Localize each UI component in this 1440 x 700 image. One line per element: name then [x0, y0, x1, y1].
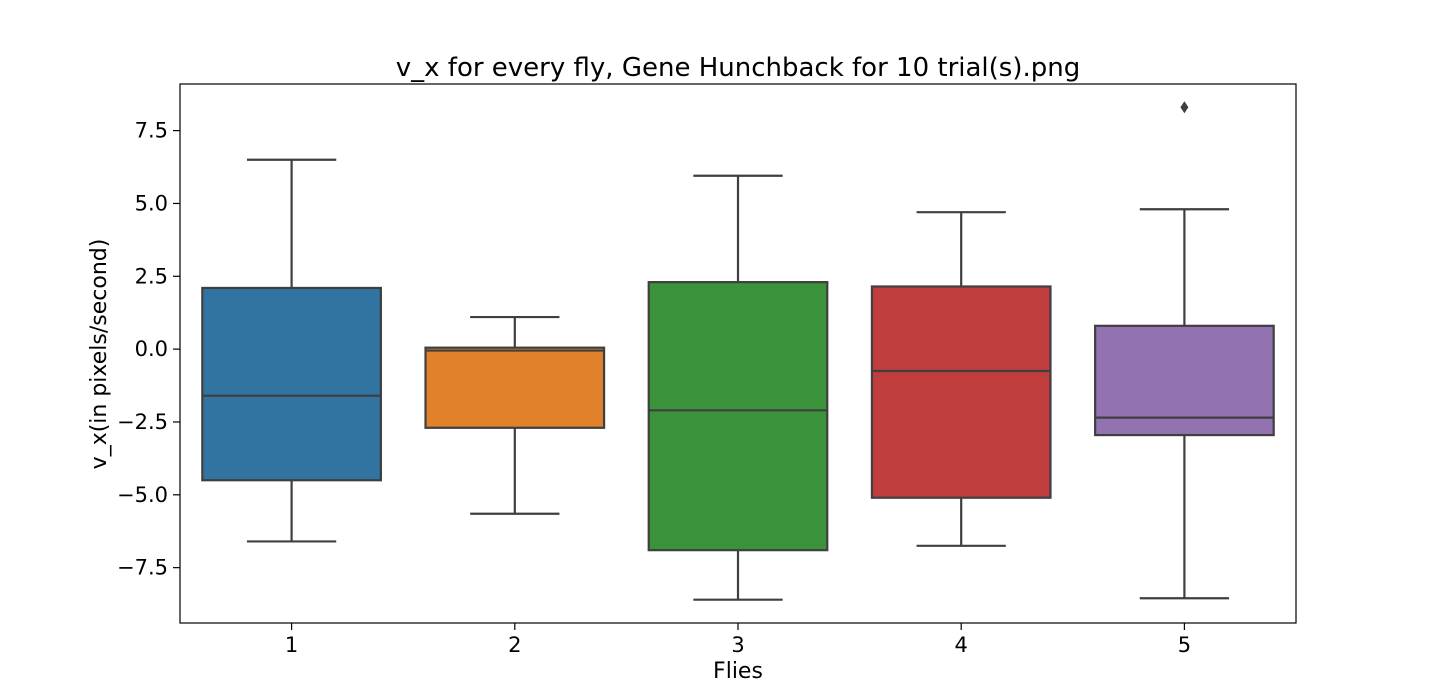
box-group-1	[201, 158, 382, 543]
x-tick-label: 5	[1178, 633, 1191, 657]
y-tick-label: −7.5	[117, 556, 168, 580]
plot-area	[201, 101, 1275, 601]
box-group-3	[647, 174, 829, 601]
y-tick-label: 5.0	[135, 191, 168, 215]
x-axis-label: Flies	[713, 659, 763, 684]
box	[201, 286, 382, 482]
box-group-2	[424, 315, 606, 515]
box-group-4	[870, 211, 1052, 547]
x-tick-label: 3	[731, 633, 744, 657]
x-tick-label: 4	[955, 633, 968, 657]
y-tick-label: −2.5	[117, 410, 168, 434]
y-tick-label: −5.0	[117, 483, 168, 507]
box	[424, 346, 606, 429]
x-axis: 1 2 3 4 5	[285, 623, 1191, 657]
y-tick-label: 7.5	[135, 119, 168, 143]
y-axis: −7.5 −5.0 −2.5 0.0 2.5 5.0 7.5	[117, 119, 180, 580]
y-tick-label: 0.0	[135, 337, 168, 361]
x-tick-label: 2	[508, 633, 521, 657]
y-tick-label: 2.5	[135, 264, 168, 288]
y-axis-label: v_x(in pixels/second)	[87, 239, 112, 470]
x-tick-label: 1	[285, 633, 298, 657]
box	[870, 285, 1052, 499]
outlier-point	[1180, 101, 1189, 114]
chart-title: v_x for every fly, Gene Hunchback for 10…	[396, 53, 1081, 83]
box	[647, 281, 829, 552]
box-group-5	[1094, 101, 1275, 600]
